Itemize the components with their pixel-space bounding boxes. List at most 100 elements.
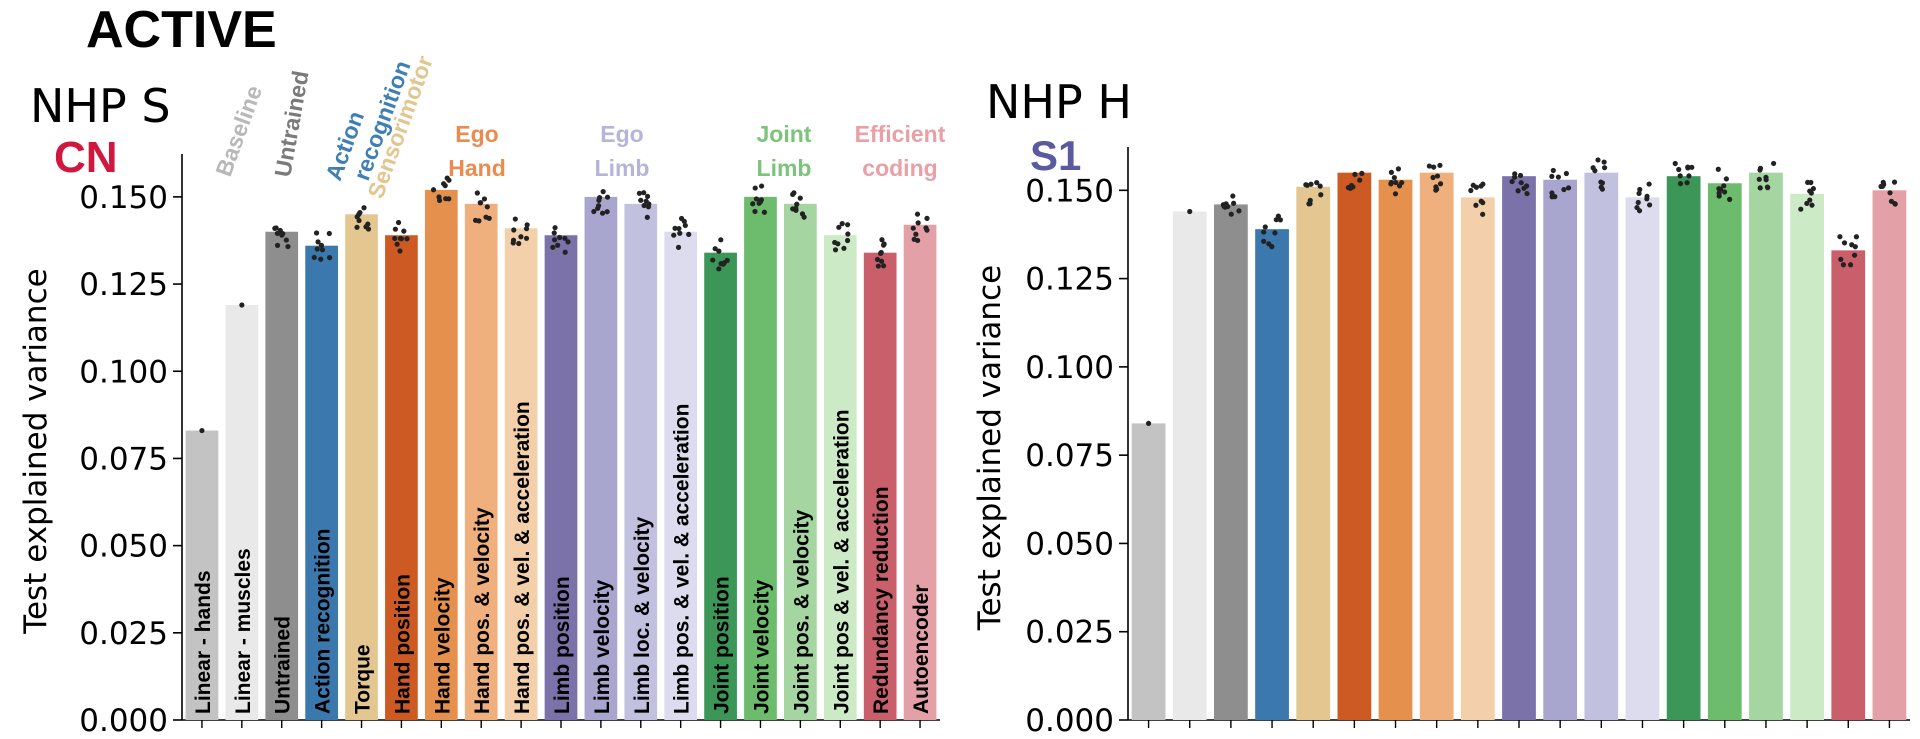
left-bar xyxy=(265,231,299,720)
left-point xyxy=(472,217,479,223)
left-bar-label: Redundancy reduction xyxy=(870,486,893,714)
right-point xyxy=(1891,179,1898,185)
right-bar xyxy=(1831,250,1866,720)
right-point xyxy=(1853,234,1860,240)
right-bar xyxy=(1707,183,1742,720)
group-labels: Baseline Untrained ActionrecognitionSensor… xyxy=(210,52,945,201)
right-point xyxy=(1555,174,1562,180)
right-point xyxy=(1430,174,1436,181)
left-bar-label: Limb pos. & vel. & acceleration xyxy=(671,404,694,714)
left-point xyxy=(314,246,320,252)
right-point xyxy=(1599,186,1605,192)
left-point xyxy=(511,227,517,233)
left-point xyxy=(915,237,921,244)
right-point xyxy=(1262,224,1268,230)
right-bar xyxy=(1419,172,1454,720)
right-point xyxy=(1601,165,1608,171)
left-point xyxy=(839,221,845,227)
left-bar-label: Joint position xyxy=(711,576,734,714)
right-point xyxy=(1350,184,1356,190)
right-point xyxy=(1757,167,1763,173)
left-point xyxy=(550,244,556,250)
right-point xyxy=(1646,181,1652,187)
left-point xyxy=(239,302,245,308)
left-point xyxy=(686,231,692,237)
left-point xyxy=(430,187,437,193)
left-point xyxy=(643,198,649,204)
right-point xyxy=(1637,186,1643,193)
right-bar xyxy=(1172,211,1207,720)
left-ytick-label: 0.000 xyxy=(79,703,168,739)
right-bar xyxy=(1666,176,1701,720)
left-point xyxy=(313,230,320,236)
left-point xyxy=(677,230,683,236)
right-point xyxy=(1524,190,1530,197)
left-point xyxy=(315,239,321,245)
left-bar xyxy=(305,245,338,720)
left-point xyxy=(750,201,756,207)
left-point xyxy=(880,263,887,269)
left-point xyxy=(752,185,758,191)
right-bar xyxy=(1296,186,1331,720)
left-y-label: Test explained variance xyxy=(18,268,54,634)
left-bar-label: Linear - muscles xyxy=(232,548,255,714)
right-point xyxy=(1517,172,1524,179)
left-bar-label: Torque xyxy=(352,644,375,714)
left-point xyxy=(484,204,490,210)
left-point xyxy=(604,209,610,215)
group-label-ego_hand: Hand xyxy=(448,155,506,181)
left-bar xyxy=(185,430,219,720)
right-point xyxy=(1689,164,1695,170)
right-point xyxy=(1771,160,1777,167)
right-point xyxy=(1277,217,1284,223)
right-point xyxy=(1317,183,1323,189)
left-bar xyxy=(424,189,458,720)
left-point xyxy=(478,200,484,206)
figure-title: ACTIVE xyxy=(86,1,277,59)
right-point xyxy=(1841,240,1848,246)
left-point xyxy=(562,249,568,255)
left-point xyxy=(365,221,371,227)
left-bar xyxy=(504,228,538,720)
left-bar xyxy=(823,235,857,721)
left-point xyxy=(481,196,488,202)
left-point xyxy=(311,254,317,261)
right-ytick-label: 0.025 xyxy=(1025,615,1114,651)
left-point xyxy=(794,201,800,207)
left-bar-label: Hand pos. & velocity xyxy=(471,507,494,714)
right-ytick-label: 0.100 xyxy=(1025,350,1114,386)
chart-left: 0.000 0.025 0.050 0.075 0.100 0.125 0.150 Test … xyxy=(18,154,940,739)
left-point xyxy=(595,205,601,211)
left-panel-name: NHP S xyxy=(30,79,171,133)
right-point xyxy=(1721,183,1727,189)
left-ytick-label: 0.125 xyxy=(79,267,168,303)
left-point xyxy=(910,225,916,231)
right-point xyxy=(1230,193,1236,199)
left-point xyxy=(444,175,450,181)
right-point xyxy=(1636,190,1642,197)
group-label-ego_limb: Limb xyxy=(595,155,650,181)
left-point xyxy=(361,205,367,211)
right-point xyxy=(1727,196,1733,202)
right-point xyxy=(1549,190,1555,196)
left-point xyxy=(551,230,557,236)
right-point xyxy=(1672,160,1678,167)
left-point xyxy=(557,234,563,241)
left-point xyxy=(555,242,561,248)
left-point xyxy=(878,258,885,264)
chart-right: 0.000 0.025 0.050 0.075 0.100 0.125 0.150 Test … xyxy=(972,147,1910,739)
left-point xyxy=(923,225,929,231)
right-ytick-label: 0.000 xyxy=(1025,703,1114,739)
left-point xyxy=(199,427,205,434)
right-point xyxy=(1723,176,1729,182)
left-bar-label: Linear - hands xyxy=(192,570,215,714)
right-point xyxy=(1840,262,1847,268)
right-point xyxy=(1480,200,1486,206)
right-point xyxy=(1763,174,1769,180)
left-bar xyxy=(784,203,817,721)
right-point xyxy=(1437,162,1443,168)
left-point xyxy=(718,237,724,243)
left-point xyxy=(676,225,682,232)
left-ytick-label: 0.025 xyxy=(79,616,168,652)
